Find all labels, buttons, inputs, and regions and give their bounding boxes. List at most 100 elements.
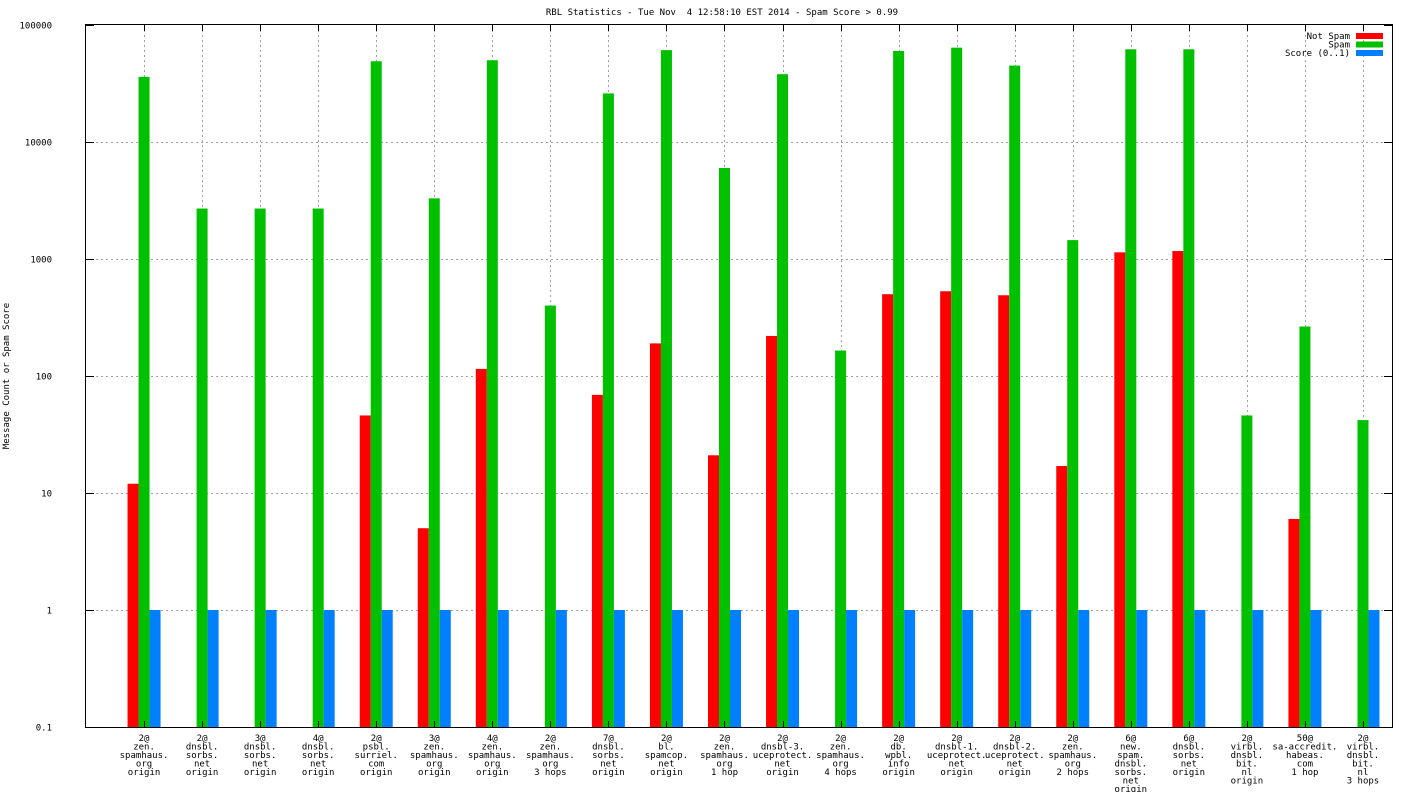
bar-spam bbox=[777, 74, 789, 727]
bar-score-0-1 bbox=[788, 610, 800, 727]
bar-score-0-1 bbox=[1078, 610, 1090, 727]
x-category-label: 2@ zen. spamhaus. org origin bbox=[120, 734, 169, 778]
bar-not-spam bbox=[649, 343, 661, 727]
x-category-label: 2@ zen. spamhaus. org 3 hops bbox=[526, 734, 575, 778]
x-category-label: 3@ dnsbl. sorbs. net origin bbox=[244, 734, 277, 778]
bar-score-0-1 bbox=[613, 610, 625, 727]
bar-score-0-1 bbox=[1020, 610, 1032, 727]
bar-spam bbox=[718, 167, 730, 727]
x-category-label: 7@ dnsbl. sorbs. net origin bbox=[592, 734, 625, 778]
bar-not-spam bbox=[1114, 252, 1126, 727]
bar-score-0-1 bbox=[1310, 610, 1322, 727]
bar-score-0-1 bbox=[904, 610, 916, 727]
x-category-label: 2@ psbl. surriel. com origin bbox=[355, 734, 398, 778]
bar-score-0-1 bbox=[671, 610, 683, 727]
bar-score-0-1 bbox=[381, 610, 393, 727]
legend-swatch bbox=[1356, 33, 1383, 39]
bar-score-0-1 bbox=[497, 610, 509, 727]
bar-spam bbox=[1067, 240, 1079, 728]
bar-spam bbox=[428, 198, 440, 727]
bar-spam bbox=[951, 47, 963, 728]
y-tick-label: 10000 bbox=[25, 139, 52, 149]
legend-swatch bbox=[1356, 41, 1383, 48]
bar-score-0-1 bbox=[207, 610, 219, 727]
bars bbox=[127, 47, 1380, 728]
x-category-label: 2@ zen. spamhaus. org 1 hop bbox=[700, 734, 749, 778]
bar-not-spam bbox=[998, 295, 1010, 727]
bar-spam bbox=[1241, 415, 1253, 727]
x-category-label: 2@ dnsbl-3. uceprotect. net origin bbox=[753, 734, 813, 778]
x-category-label: 6@ dnsbl. sorbs. net origin bbox=[1173, 734, 1206, 778]
bar-score-0-1 bbox=[729, 610, 741, 727]
bar-not-spam bbox=[1172, 251, 1184, 727]
bar-spam bbox=[1183, 49, 1195, 728]
bar-not-spam bbox=[766, 335, 778, 727]
bar-score-0-1 bbox=[149, 610, 161, 727]
y-axis-title: Message Count or Spam Score bbox=[2, 303, 12, 449]
bar-spam bbox=[660, 50, 672, 728]
bar-not-spam bbox=[882, 294, 894, 727]
y-tick-label: 1 bbox=[47, 607, 52, 617]
bar-spam bbox=[1299, 326, 1311, 727]
bar-score-0-1 bbox=[1368, 610, 1380, 727]
x-category-label: 2@ zen. spamhaus. org 2 hops bbox=[1048, 734, 1097, 778]
bar-not-spam bbox=[1056, 466, 1068, 727]
plot-frame bbox=[85, 24, 1393, 728]
bar-spam bbox=[544, 305, 556, 727]
bar-spam bbox=[893, 50, 905, 728]
bar-not-spam bbox=[475, 368, 487, 727]
x-category-label: 2@ dnsbl-2. uceprotect. net origin bbox=[985, 734, 1045, 778]
bar-spam bbox=[370, 61, 382, 727]
x-category-label: 6@ new. spam. dnsbl. sorbs. net origin bbox=[1115, 734, 1148, 792]
bar-not-spam bbox=[1288, 518, 1300, 727]
bar-spam bbox=[1357, 420, 1369, 727]
y-axis-ticks: 0.1 1 10 100 1000 10000 100000 bbox=[19, 22, 1392, 734]
bar-spam bbox=[254, 208, 266, 727]
y-tick-label: 100000 bbox=[19, 22, 52, 32]
bar-not-spam bbox=[417, 528, 429, 727]
bar-spam bbox=[486, 60, 498, 727]
y-tick-label: 10 bbox=[41, 490, 52, 500]
bar-not-spam bbox=[591, 394, 603, 727]
bar-score-0-1 bbox=[1136, 610, 1148, 727]
legend-label: Score (0..1) bbox=[1285, 49, 1350, 59]
x-category-label: 2@ db. wpbl. info origin bbox=[882, 734, 915, 778]
legend-swatch bbox=[1356, 50, 1383, 56]
bar-spam bbox=[1125, 49, 1137, 728]
x-category-label: 4@ dnsbl. sorbs. net origin bbox=[302, 734, 335, 778]
x-category-label: 2@ virbl. dnsbl. bit. nl origin bbox=[1231, 734, 1264, 787]
chart-title: RBL Statistics - Tue Nov 4 12:58:10 EST … bbox=[546, 8, 898, 18]
x-category-label: 50@ sa-accredit. habeas. com 1 hop bbox=[1272, 734, 1337, 778]
bar-not-spam bbox=[359, 415, 371, 727]
bar-spam bbox=[602, 93, 614, 727]
bar-not-spam bbox=[940, 291, 952, 727]
y-tick-label: 100 bbox=[36, 373, 52, 383]
x-category-label: 2@ dnsbl-1. uceprotect. net origin bbox=[927, 734, 987, 778]
x-category-label: 4@ zen. spamhaus. org origin bbox=[468, 734, 517, 778]
x-category-label: 2@ zen. spamhaus. org 4 hops bbox=[816, 734, 865, 778]
x-axis-labels: 2@ zen. spamhaus. org origin 2@ dnsbl. sorbs. ne… bbox=[120, 734, 1380, 792]
bar-score-0-1 bbox=[265, 610, 277, 727]
bar-spam bbox=[196, 208, 208, 727]
legend-label: Not Spam bbox=[1307, 32, 1350, 42]
legend-label: Spam bbox=[1328, 41, 1350, 51]
bar-spam bbox=[312, 208, 324, 727]
bar-score-0-1 bbox=[439, 610, 451, 727]
bar-spam bbox=[138, 76, 150, 728]
bar-spam bbox=[835, 350, 847, 727]
bar-score-0-1 bbox=[323, 610, 335, 727]
x-category-label: 2@ dnsbl. sorbs. net origin bbox=[186, 734, 219, 778]
y-tick-label: 1000 bbox=[30, 256, 52, 266]
bar-score-0-1 bbox=[1194, 610, 1206, 727]
bar-not-spam bbox=[707, 455, 719, 727]
x-category-label: 3@ zen. spamhaus. org origin bbox=[410, 734, 459, 778]
x-category-label: 2@ bl. spamcop. net origin bbox=[645, 734, 688, 778]
bar-score-0-1 bbox=[962, 610, 974, 727]
y-tick-label: 0.1 bbox=[36, 724, 52, 734]
bar-not-spam bbox=[127, 483, 139, 727]
bar-spam bbox=[1009, 65, 1021, 727]
bar-score-0-1 bbox=[846, 610, 858, 727]
bar-score-0-1 bbox=[1252, 610, 1264, 727]
